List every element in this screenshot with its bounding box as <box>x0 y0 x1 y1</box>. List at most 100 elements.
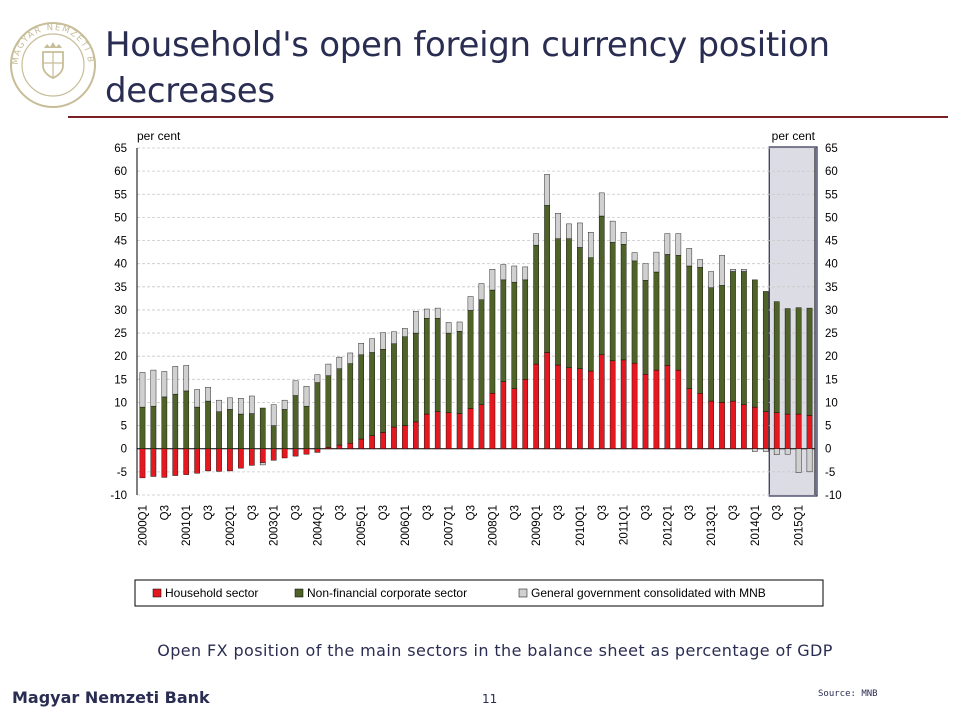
bar-household <box>577 368 583 449</box>
x-tick-label: Q3 <box>728 505 740 520</box>
y-tick-label-right: 15 <box>825 374 838 386</box>
bar-corporate <box>730 271 736 402</box>
y-tick-label-right: 20 <box>825 351 838 363</box>
x-tick-label: Q3 <box>641 505 653 520</box>
bar-government <box>161 371 168 398</box>
bar-household <box>347 442 354 449</box>
bar-government <box>227 397 233 410</box>
x-tick-label: 2007Q1 <box>444 505 456 546</box>
y-tick-label-right: 10 <box>825 397 838 409</box>
bar-household <box>806 415 813 449</box>
bar-household <box>653 369 660 449</box>
y-tick-label-right: 60 <box>825 166 838 178</box>
bar-household <box>675 369 682 449</box>
bar-government <box>216 399 222 412</box>
bar-household <box>609 360 616 449</box>
y-tick-label-left: 35 <box>114 282 127 294</box>
bar-corporate <box>708 287 714 402</box>
y-tick-label-right: 55 <box>825 189 838 201</box>
bar-household <box>741 404 747 449</box>
bar-corporate <box>478 299 485 405</box>
bar-corporate <box>773 301 780 413</box>
bar-corporate <box>719 285 725 403</box>
y-tick-label-right: 40 <box>825 259 838 271</box>
x-tick-label: Q3 <box>247 505 259 520</box>
bar-government <box>413 311 419 334</box>
bar-government <box>423 308 430 319</box>
bar-government <box>281 399 288 410</box>
bar-household <box>423 413 430 449</box>
bar-household <box>697 393 704 449</box>
x-tick-label: 2005Q1 <box>356 505 368 546</box>
y-tick-label-left: 0 <box>121 444 127 456</box>
bar-corporate <box>467 310 474 409</box>
bar-household <box>456 413 463 449</box>
x-tick-label: Q3 <box>203 505 215 520</box>
bar-government <box>806 448 813 473</box>
bar-government <box>620 232 627 245</box>
x-tick-label: Q3 <box>291 505 303 520</box>
x-tick-label: 2012Q1 <box>662 505 674 546</box>
bar-household <box>522 379 529 449</box>
bar-government <box>762 448 769 452</box>
bar-government <box>631 252 638 262</box>
y-tick-label-right: 45 <box>825 236 838 248</box>
bar-government <box>587 232 594 258</box>
bar-corporate <box>653 271 660 371</box>
bar-government <box>500 264 507 281</box>
bar-corporate <box>686 265 693 389</box>
x-tick-label: Q3 <box>422 505 434 520</box>
y-tick-label-right: 0 <box>825 444 831 456</box>
bar-corporate <box>347 363 354 444</box>
bar-government <box>686 248 693 267</box>
bar-government <box>248 395 255 414</box>
y-tick-label-left: -5 <box>117 467 127 479</box>
bar-government <box>566 223 572 239</box>
bar-government <box>402 328 408 337</box>
x-tick-label: 2009Q1 <box>531 505 543 546</box>
bar-government <box>609 220 616 243</box>
bar-corporate <box>139 406 146 449</box>
legend-label: Non-financial corporate sector <box>307 586 467 600</box>
bar-corporate <box>423 318 430 415</box>
bar-corporate <box>194 406 200 449</box>
bar-household <box>150 448 157 477</box>
y-tick-label-left: 65 <box>114 143 127 155</box>
y-tick-label-right: -10 <box>825 490 842 502</box>
legend-swatch <box>518 588 528 598</box>
y-tick-label-left: 55 <box>114 189 127 201</box>
bar-government <box>719 255 725 286</box>
logo-ring-text: MAGYAR NEMZETI BANK <box>8 20 94 65</box>
bar-government <box>238 398 244 415</box>
bar-government <box>533 233 539 246</box>
bar-government <box>598 192 605 217</box>
bar-government <box>795 448 802 473</box>
legend: Household sector Non-financial corporate … <box>134 579 824 607</box>
bar-government <box>697 259 704 268</box>
x-tick-label: 2003Q1 <box>269 505 281 546</box>
bar-corporate <box>577 247 583 369</box>
bar-corporate <box>238 413 244 449</box>
bar-household <box>314 448 321 453</box>
bar-government <box>773 448 780 455</box>
bar-government <box>577 222 583 248</box>
bar-corporate <box>325 375 332 448</box>
bar-corporate <box>183 390 190 449</box>
x-tick-label: Q3 <box>159 505 171 520</box>
bar-corporate <box>500 279 507 382</box>
page-number: 11 <box>482 692 498 706</box>
bar-government <box>467 296 474 311</box>
bar-household <box>467 408 474 449</box>
bar-government <box>150 369 157 407</box>
x-tick-label: 2004Q1 <box>312 505 324 546</box>
bar-corporate <box>741 271 747 405</box>
bar-household <box>762 411 769 449</box>
slide-title: Household's open foreign currency positi… <box>105 25 830 111</box>
bar-corporate <box>281 409 288 449</box>
bar-household <box>566 367 572 449</box>
bar-corporate <box>248 413 255 449</box>
bar-corporate <box>598 215 605 356</box>
x-tick-label: 2002Q1 <box>225 505 237 546</box>
bar-corporate <box>752 279 758 408</box>
bar-corporate <box>380 349 386 433</box>
